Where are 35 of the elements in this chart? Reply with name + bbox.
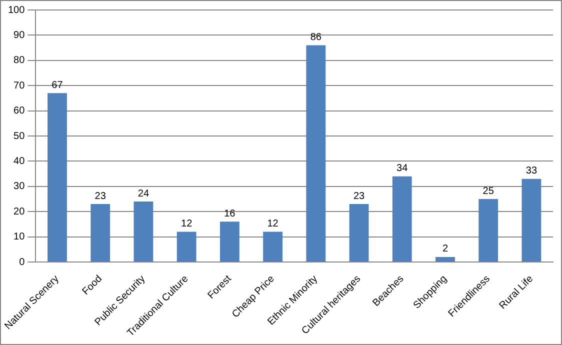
y-tick-label: 40 (14, 156, 26, 167)
y-tick-label: 50 (14, 130, 26, 142)
data-label: 12 (181, 218, 193, 230)
data-label: 24 (138, 188, 150, 200)
bar (349, 204, 369, 262)
data-label: 23 (94, 190, 106, 202)
data-label: 34 (396, 163, 408, 174)
data-label: 23 (353, 190, 366, 202)
bar (263, 232, 282, 262)
data-label: 12 (267, 218, 279, 230)
bar (176, 232, 196, 262)
bar (436, 256, 455, 262)
data-label: 67 (52, 80, 64, 91)
data-label: 86 (310, 32, 322, 44)
y-tick-label: 30 (14, 181, 26, 192)
y-tick-label: 60 (14, 106, 26, 117)
y-tick-label: 70 (14, 80, 26, 92)
y-tick-label: 0 (19, 256, 26, 268)
data-label: 33 (526, 166, 538, 177)
y-tick-label: 10 (14, 232, 26, 243)
y-tick-label: 90 (14, 30, 26, 41)
data-label: 25 (482, 186, 494, 197)
data-label: 2 (442, 244, 448, 255)
y-tick-label: 20 (14, 206, 26, 218)
bar (306, 45, 326, 262)
data-label: 16 (224, 208, 236, 220)
bar (522, 178, 542, 262)
bar (478, 199, 498, 262)
bar (220, 222, 240, 262)
bar (90, 204, 110, 262)
bar (392, 176, 412, 262)
y-tick-label: 100 (8, 4, 26, 16)
y-tick-label: 80 (14, 55, 26, 66)
bar (48, 93, 67, 262)
bar (134, 202, 154, 262)
